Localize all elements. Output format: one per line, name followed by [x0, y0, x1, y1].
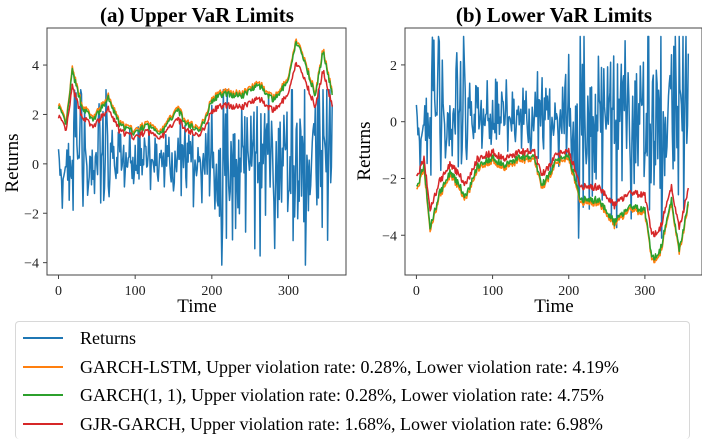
panel-a-frame	[46, 27, 347, 276]
legend-swatch-garch11	[23, 394, 63, 396]
panel-b-yticks: −4 −2 0 2	[382, 59, 405, 244]
legend-swatch-returns	[23, 337, 63, 339]
series-line-garch-lstm-upper	[57, 38, 333, 134]
x-tick-label: 300	[634, 284, 655, 299]
y-tick-label: −2	[382, 172, 397, 187]
y-tick-label: 0	[32, 158, 39, 173]
legend: Returns GARCH-LSTM, Upper violation rate…	[15, 321, 690, 439]
legend-label: GARCH-LSTM, Upper violation rate: 0.28%,…	[80, 356, 619, 377]
series-line-garch11-upper	[57, 40, 333, 136]
legend-swatch-gjr-garch	[23, 423, 63, 425]
panel-a-series	[57, 38, 333, 266]
series-line-returns	[57, 89, 333, 266]
x-tick-label: 200	[201, 284, 222, 299]
y-tick-label: −4	[382, 229, 397, 244]
y-tick-label: 0	[390, 116, 397, 131]
x-tick-label: 300	[278, 284, 299, 299]
legend-swatch-garch-lstm	[23, 366, 63, 368]
panel-a-xlabel: Time	[177, 296, 216, 317]
y-tick-label: 4	[32, 59, 39, 74]
panel-b-frame	[404, 27, 702, 276]
series-line-garch11-lower	[416, 152, 690, 261]
series-line-gjr-upper	[57, 61, 333, 141]
series-line-gjr-lower	[415, 147, 690, 238]
x-tick-label: 0	[413, 284, 420, 299]
panel-a-xticks: 0 100 200 300	[55, 275, 299, 299]
legend-label: GARCH(1, 1), Upper violation rate: 0.28%…	[80, 384, 604, 405]
panel-lower-var: (b) Lower VaR Limits −4 −2 0 2 0 100 200 300 T…	[354, 3, 702, 317]
panel-a-ylabel: Returns	[2, 133, 23, 192]
legend-label: GJR-GARCH, Upper violation rate: 1.68%, …	[80, 413, 603, 434]
panel-a-title: (a) Upper VaR Limits	[100, 3, 294, 27]
y-tick-label: −2	[24, 207, 39, 222]
x-tick-label: 100	[482, 284, 503, 299]
panel-b-title: (b) Lower VaR Limits	[456, 3, 652, 27]
panel-a-yticks: −4 −2 0 2 4	[24, 59, 47, 272]
series-line-returns	[415, 35, 690, 239]
panel-b-series	[415, 35, 690, 264]
x-tick-label: 0	[55, 284, 62, 299]
y-tick-label: −4	[24, 257, 39, 272]
panel-b-xticks: 0 100 200 300	[413, 275, 655, 299]
panel-b-xlabel: Time	[534, 296, 573, 317]
y-tick-label: 2	[32, 108, 39, 123]
panel-b-ylabel: Returns	[354, 121, 375, 180]
x-tick-label: 200	[558, 284, 579, 299]
legend-label: Returns	[80, 327, 136, 348]
y-tick-label: 2	[390, 59, 397, 74]
x-tick-label: 100	[125, 284, 146, 299]
